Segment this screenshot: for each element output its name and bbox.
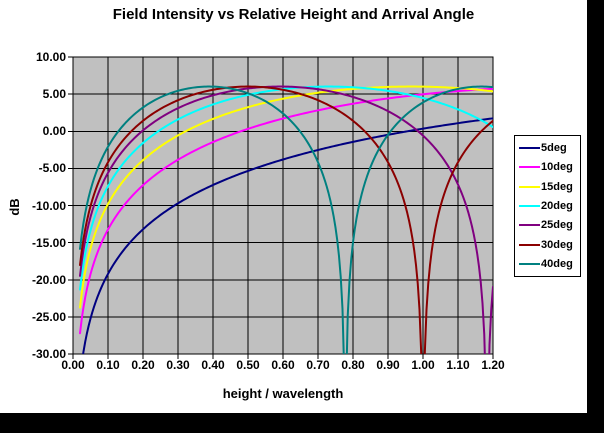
y-tick-label: 5.00 — [42, 87, 66, 102]
x-tick-label: 0.10 — [96, 358, 120, 372]
x-tick-label: 1.20 — [481, 358, 505, 372]
x-tick-label: 0.30 — [166, 358, 190, 372]
legend-item-10deg: 10deg — [519, 161, 579, 173]
bottom-frame-band — [0, 413, 604, 433]
y-tick-label: -20.00 — [31, 272, 66, 287]
legend-item-30deg: 30deg — [519, 239, 579, 251]
curve-40deg — [79, 85, 493, 354]
x-tick-label: 1.00 — [411, 358, 435, 372]
y-tick-label: -30.00 — [31, 347, 66, 361]
y-tick-label: -5.00 — [38, 161, 66, 176]
curve-5deg — [82, 117, 493, 354]
legend-label: 5deg — [541, 141, 567, 154]
x-axis-title: height / wavelength — [222, 386, 344, 401]
chart-title: Field Intensity vs Relative Height and A… — [112, 6, 475, 23]
legend-item-5deg: 5deg — [519, 142, 579, 154]
y-tick-label: -25.00 — [31, 309, 66, 324]
right-frame-band — [587, 0, 604, 433]
legend-line-swatch — [519, 224, 540, 227]
curve-20deg — [79, 85, 493, 291]
x-tick-label: 0.50 — [236, 358, 260, 372]
legend-line-swatch — [519, 204, 540, 207]
curve-15deg — [79, 85, 493, 309]
x-tick-label: 0.90 — [376, 358, 400, 372]
legend-label: 30deg — [541, 238, 573, 251]
y-tick-label: 0.00 — [42, 124, 66, 139]
x-tick-label: 0.70 — [306, 358, 330, 372]
legend-label: 10deg — [541, 161, 573, 174]
legend-item-25deg: 25deg — [519, 219, 579, 231]
legend-label: 20deg — [541, 199, 573, 212]
x-tick-label: 0.20 — [131, 358, 155, 372]
legend-item-15deg: 15deg — [519, 181, 579, 193]
y-tick-label: -10.00 — [31, 198, 66, 213]
x-tick-label: 0.80 — [341, 358, 365, 372]
x-tick-label: 0.00 — [61, 358, 85, 372]
legend-line-swatch — [519, 185, 540, 188]
legend-line-swatch — [519, 263, 540, 266]
legend-item-20deg: 20deg — [519, 200, 579, 212]
x-tick-label: 0.60 — [271, 358, 295, 372]
legend-line-swatch — [519, 243, 540, 246]
legend-item-40deg: 40deg — [519, 258, 579, 270]
x-tick-label: 0.40 — [201, 358, 225, 372]
legend-line-swatch — [519, 166, 540, 169]
y-tick-label: -15.00 — [31, 235, 66, 250]
curve-30deg — [79, 85, 493, 354]
legend-line-swatch — [519, 146, 540, 149]
legend: 5deg 10deg 15deg 20deg 25deg 30deg 40deg — [514, 135, 581, 277]
legend-label: 40deg — [541, 258, 573, 271]
curve-25deg — [79, 85, 493, 354]
legend-label: 25deg — [541, 219, 573, 232]
x-tick-label: 1.10 — [446, 358, 470, 372]
y-tick-label: 10.00 — [35, 50, 66, 64]
legend-label: 15deg — [541, 180, 573, 193]
